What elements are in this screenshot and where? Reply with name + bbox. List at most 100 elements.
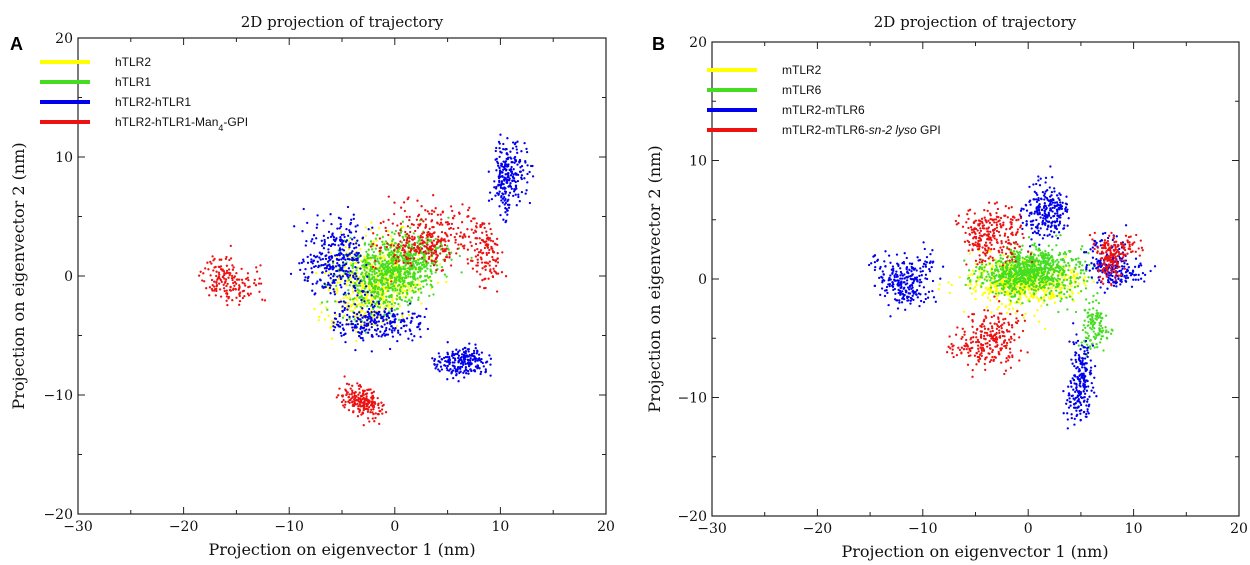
- data-point: [1032, 253, 1036, 256]
- x-tick-label: 0: [390, 519, 399, 535]
- data-point: [351, 298, 355, 301]
- data-point: [423, 315, 426, 319]
- data-point: [406, 282, 410, 285]
- data-point: [238, 303, 241, 306]
- data-point: [383, 334, 387, 337]
- data-point: [331, 260, 335, 263]
- data-point: [312, 259, 316, 262]
- data-point: [341, 264, 345, 267]
- data-point: [469, 357, 472, 360]
- data-point: [216, 278, 219, 281]
- data-point: [1054, 269, 1057, 272]
- data-point: [440, 269, 443, 272]
- data-point: [513, 188, 516, 191]
- data-point: [208, 294, 211, 297]
- data-point: [385, 315, 389, 318]
- data-point: [455, 374, 458, 377]
- data-point: [371, 226, 374, 229]
- data-point: [319, 279, 322, 282]
- data-point: [986, 296, 990, 299]
- data-point: [1022, 271, 1025, 274]
- data-point: [341, 305, 344, 308]
- data-point: [989, 289, 992, 292]
- data-point: [404, 244, 407, 247]
- data-point: [516, 140, 519, 143]
- data-point: [423, 275, 427, 278]
- data-point: [435, 253, 438, 256]
- data-point: [501, 201, 504, 204]
- data-point: [468, 206, 471, 209]
- data-point: [1051, 277, 1054, 280]
- data-point: [496, 160, 499, 163]
- data-point: [374, 263, 377, 266]
- data-point: [372, 232, 375, 235]
- data-point: [327, 251, 330, 254]
- data-point: [405, 291, 409, 295]
- data-point: [355, 313, 359, 316]
- data-point: [1032, 282, 1035, 285]
- data-point: [417, 247, 420, 250]
- data-point: [441, 247, 444, 250]
- data-point: [1024, 279, 1027, 282]
- data-point: [404, 274, 408, 277]
- data-point: [1009, 256, 1013, 259]
- data-point: [480, 357, 483, 361]
- data-point: [432, 293, 435, 296]
- data-point: [499, 175, 502, 178]
- data-point: [1087, 252, 1090, 255]
- data-point: [365, 322, 369, 326]
- data-point: [362, 263, 365, 267]
- data-point: [373, 288, 377, 291]
- data-point: [384, 329, 388, 332]
- data-point: [377, 402, 380, 405]
- data-point: [1009, 248, 1013, 252]
- data-point: [1091, 300, 1095, 304]
- data-point: [362, 390, 365, 394]
- data-point: [356, 382, 359, 385]
- data-point: [1012, 268, 1016, 272]
- data-point: [390, 253, 393, 256]
- data-point: [363, 402, 366, 405]
- data-point: [981, 282, 984, 285]
- data-point: [402, 254, 406, 257]
- data-point: [1002, 284, 1005, 287]
- data-point: [356, 239, 359, 242]
- data-point: [1066, 308, 1069, 311]
- data-point: [974, 297, 977, 301]
- data-point: [445, 366, 449, 370]
- data-point: [488, 222, 491, 225]
- data-point: [225, 271, 229, 275]
- data-point: [347, 276, 350, 279]
- data-point: [378, 237, 382, 240]
- data-point: [370, 319, 373, 322]
- data-point: [388, 269, 391, 273]
- data-point: [401, 236, 405, 239]
- data-point: [415, 315, 419, 319]
- data-point: [439, 221, 443, 224]
- data-point: [202, 272, 205, 275]
- data-point: [938, 283, 941, 286]
- data-point: [403, 280, 406, 284]
- data-point: [1056, 274, 1060, 277]
- data-point: [364, 392, 368, 396]
- data-point: [438, 370, 441, 373]
- data-point: [348, 284, 351, 287]
- data-point: [403, 324, 406, 327]
- data-point: [359, 280, 362, 283]
- data-point: [468, 359, 472, 362]
- data-point: [1002, 286, 1006, 289]
- data-point: [406, 262, 409, 265]
- data-point: [338, 314, 341, 318]
- data-point: [241, 296, 245, 300]
- data-point: [474, 343, 477, 346]
- data-point: [420, 264, 424, 267]
- data-point: [402, 259, 405, 263]
- data-point: [414, 286, 417, 289]
- data-point: [376, 324, 379, 327]
- data-point: [366, 293, 370, 297]
- data-point: [1008, 271, 1011, 275]
- data-point: [365, 266, 368, 270]
- data-point: [500, 180, 504, 183]
- data-point: [428, 255, 431, 259]
- data-point: [415, 263, 419, 266]
